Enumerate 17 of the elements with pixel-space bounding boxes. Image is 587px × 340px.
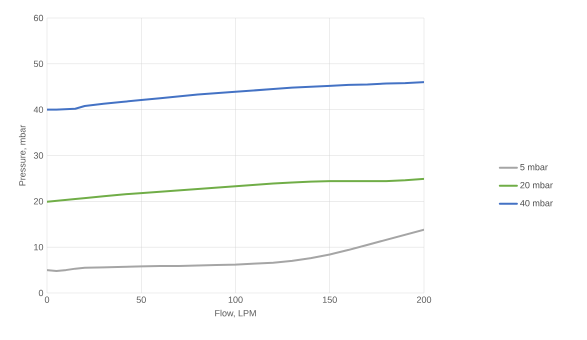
y-axis-title: Pressure, mbar [18,124,27,186]
y-tick-label: 0 [38,290,44,296]
x-tick-label: 0 [44,296,50,303]
y-tick-label: 40 [34,106,44,113]
legend-label: 20 mbar [520,182,553,188]
legend-label: 5 mbar [520,164,548,170]
x-tick-label: 150 [322,296,337,303]
y-tick-label: 20 [34,198,44,205]
y-tick-label: 10 [34,244,44,250]
x-tick-label: 50 [136,296,146,303]
x-axis-title: Flow, LPM [215,310,256,318]
y-tick-label: 60 [34,14,44,22]
x-tick-label: 100 [228,296,243,303]
y-tick-label: 50 [34,60,44,68]
y-tick-label: 30 [34,152,44,159]
x-tick-label: 200 [416,296,432,303]
legend-label: 40 mbar [520,200,553,206]
